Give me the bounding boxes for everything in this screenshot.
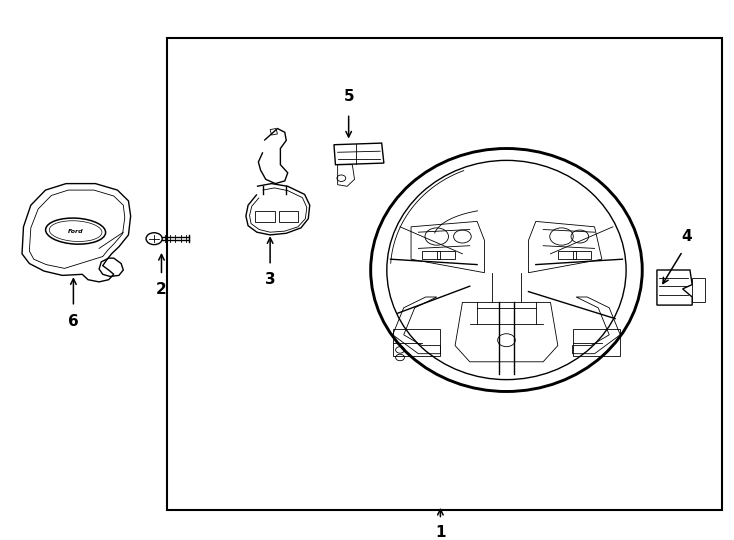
Text: 3: 3: [265, 272, 275, 287]
Text: Ford: Ford: [68, 228, 84, 234]
Bar: [279, 211, 298, 222]
Bar: [437, 251, 455, 259]
Bar: [393, 329, 440, 356]
Text: 4: 4: [681, 229, 691, 244]
Text: 5: 5: [344, 89, 354, 104]
Text: 6: 6: [68, 314, 79, 329]
Bar: [558, 251, 576, 259]
Bar: [573, 251, 591, 259]
Bar: [573, 329, 620, 356]
Bar: [692, 278, 705, 302]
Text: 1: 1: [435, 525, 446, 540]
Bar: [167, 38, 722, 510]
Text: 2: 2: [156, 282, 167, 297]
Bar: [422, 251, 440, 259]
Bar: [255, 211, 275, 222]
